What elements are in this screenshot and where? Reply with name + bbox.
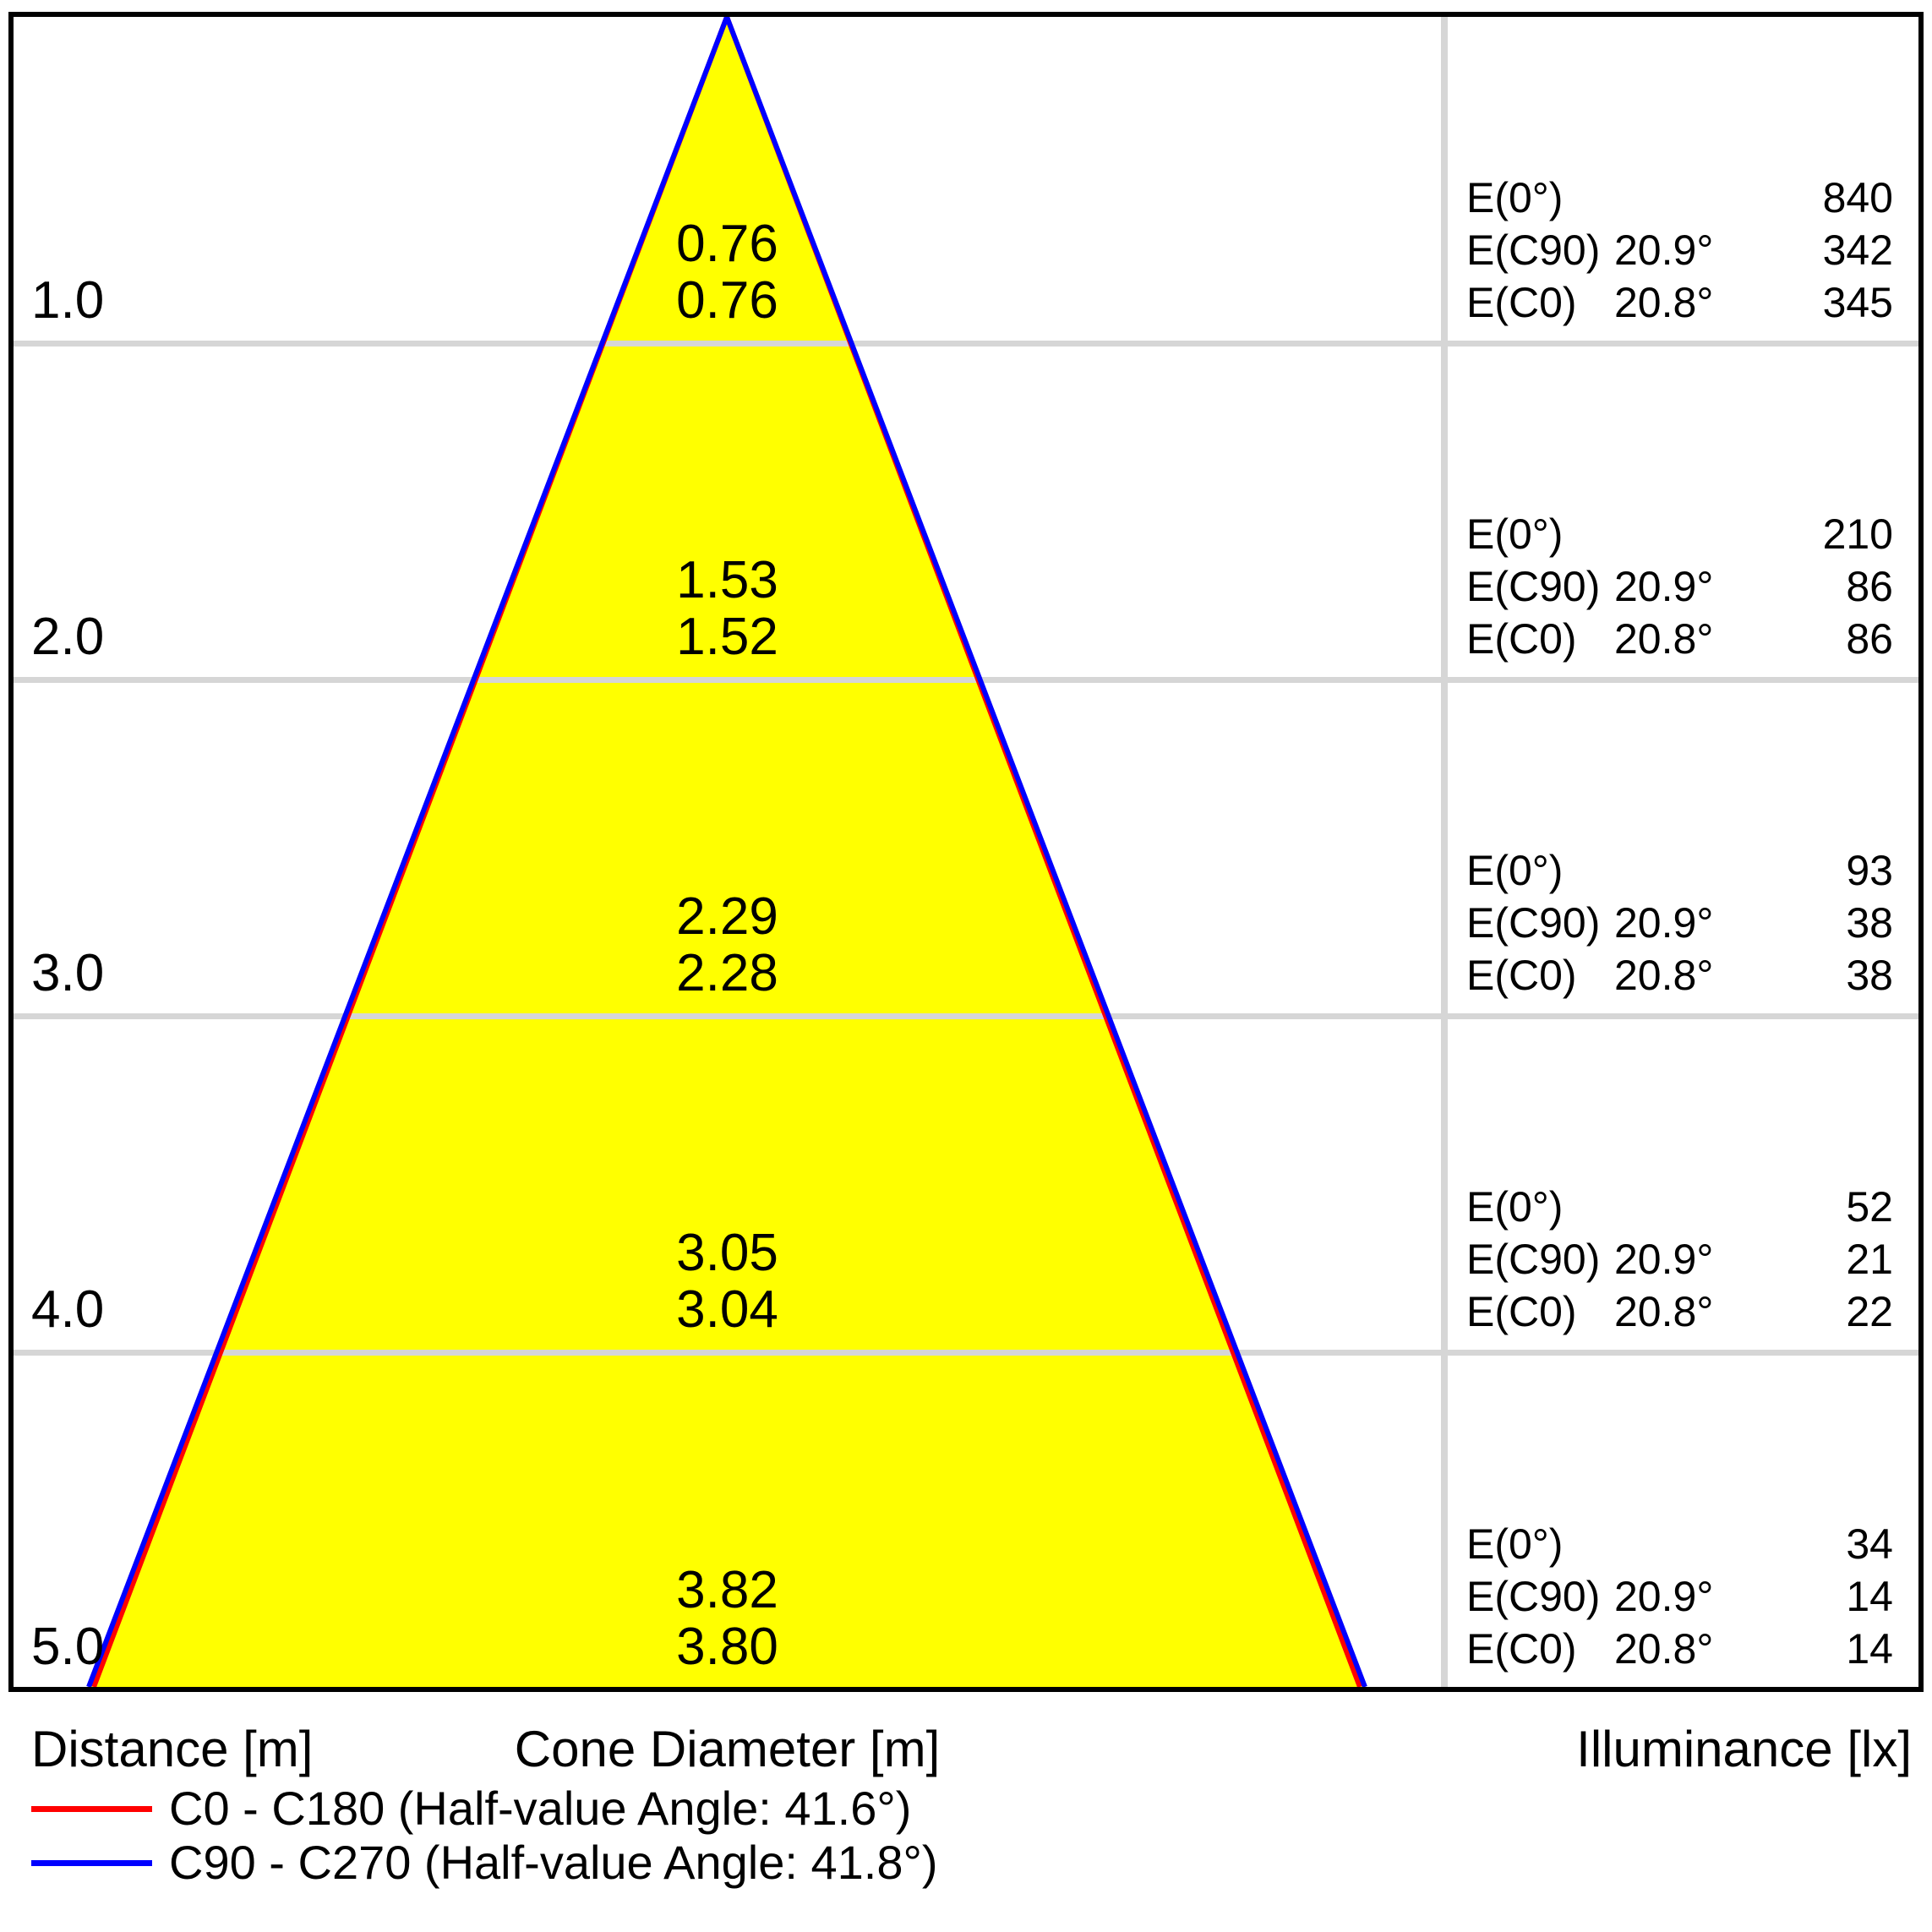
ec90-angle: 20.9° — [1614, 226, 1714, 274]
cone-diameter-c0: 1.52 — [676, 608, 778, 666]
ec90-label: E(C90) — [1466, 899, 1601, 947]
cone-edge-c0 — [91, 17, 1362, 1687]
cone-diameter-values: 2.29 2.28 — [14, 888, 1441, 1001]
e0-label: E(0°) — [1466, 510, 1564, 558]
ec90-value: 21 — [1846, 1236, 1893, 1283]
e0-angle — [1614, 844, 1749, 897]
legend-label-c90: C90 - C270 (Half-value Angle: 41.8°) — [169, 1836, 938, 1889]
e0-label: E(0°) — [1466, 1183, 1564, 1231]
illuminance-row-ec90: E(C90) 20.9° 21 — [1466, 1233, 1893, 1285]
ec90-value: 86 — [1846, 563, 1893, 610]
illuminance-row-ec0: E(C0) 20.8° 86 — [1466, 613, 1893, 665]
cone-diameter-c0: 2.28 — [676, 944, 778, 1002]
ec0-value: 14 — [1846, 1625, 1893, 1673]
ec90-label: E(C90) — [1466, 563, 1601, 610]
illuminance-block: E(0°) 34 E(C90) 20.9° 14 E(C0) 20.8° 14 — [1466, 1518, 1893, 1675]
cone-diagram-canvas — [14, 17, 1918, 1687]
ec0-label: E(C0) — [1466, 279, 1577, 326]
illuminance-row-ec90: E(C90) 20.9° 14 — [1466, 1570, 1893, 1623]
legend-line-c0-icon — [31, 1806, 152, 1812]
distance-axis-label: Distance [m] — [31, 1721, 314, 1777]
illuminance-row-ec90: E(C90) 20.9° 342 — [1466, 224, 1893, 276]
ec0-value: 22 — [1846, 1288, 1893, 1335]
ec90-value: 14 — [1846, 1573, 1893, 1620]
cone-edge-c90 — [86, 17, 1367, 1687]
cone-diameter-c90: 2.29 — [676, 887, 778, 946]
e0-value: 34 — [1846, 1520, 1893, 1568]
ec0-angle: 20.8° — [1614, 615, 1714, 663]
cone-diameter-c90: 0.76 — [676, 215, 778, 273]
ec90-value: 342 — [1822, 226, 1893, 274]
ec90-label: E(C90) — [1466, 226, 1601, 274]
ec90-value: 38 — [1846, 899, 1893, 947]
ec0-angle: 20.8° — [1614, 279, 1714, 326]
e0-angle — [1614, 172, 1749, 224]
illuminance-row-ec0: E(C0) 20.8° 38 — [1466, 949, 1893, 1001]
cone-diameter-c90: 3.82 — [676, 1561, 778, 1619]
ec0-angle: 20.8° — [1614, 1625, 1714, 1673]
illuminance-block: E(0°) 210 E(C90) 20.9° 86 E(C0) 20.8° 86 — [1466, 508, 1893, 665]
cone-diameter-c90: 3.05 — [676, 1224, 778, 1282]
e0-value: 840 — [1822, 174, 1893, 221]
ec90-label: E(C90) — [1466, 1573, 1601, 1620]
illuminance-row-ec90: E(C90) 20.9° 86 — [1466, 560, 1893, 613]
cone-diameter-values: 3.82 3.80 — [14, 1562, 1441, 1675]
illuminance-row-e0: E(0°) 52 — [1466, 1181, 1893, 1233]
ec0-label: E(C0) — [1466, 615, 1577, 663]
illuminance-block: E(0°) 52 E(C90) 20.9° 21 E(C0) 20.8° 22 — [1466, 1181, 1893, 1338]
cone-diameter-c90: 1.53 — [676, 551, 778, 609]
illuminance-row-e0: E(0°) 93 — [1466, 844, 1893, 897]
distance-label: 2.0 — [31, 608, 105, 666]
cone-diameter-c0: 3.04 — [676, 1280, 778, 1339]
e0-label: E(0°) — [1466, 174, 1564, 221]
illuminance-row-ec0: E(C0) 20.8° 14 — [1466, 1623, 1893, 1675]
e0-value: 210 — [1822, 510, 1893, 558]
ec0-value: 38 — [1846, 952, 1893, 999]
illuminance-block: E(0°) 840 E(C90) 20.9° 342 E(C0) 20.8° 3… — [1466, 172, 1893, 329]
ec90-angle: 20.9° — [1614, 1573, 1714, 1620]
distance-label: 5.0 — [31, 1618, 105, 1676]
ec0-label: E(C0) — [1466, 952, 1577, 999]
illuminance-row-e0: E(0°) 210 — [1466, 508, 1893, 560]
e0-value: 93 — [1846, 847, 1893, 894]
legend-line-c90-icon — [31, 1860, 152, 1866]
e0-value: 52 — [1846, 1183, 1893, 1231]
e0-label: E(0°) — [1466, 1520, 1564, 1568]
e0-angle — [1614, 1181, 1749, 1233]
cone-diameter-c0: 0.76 — [676, 271, 778, 330]
e0-label: E(0°) — [1466, 847, 1564, 894]
ec90-angle: 20.9° — [1614, 1236, 1714, 1283]
ec0-angle: 20.8° — [1614, 952, 1714, 999]
illuminance-row-ec0: E(C0) 20.8° 22 — [1466, 1285, 1893, 1338]
e0-angle — [1614, 508, 1749, 560]
cone-diameter-values: 0.76 0.76 — [14, 216, 1441, 329]
distance-label: 4.0 — [31, 1280, 105, 1339]
distance-label: 1.0 — [31, 271, 105, 330]
legend-label-c0: C0 - C180 (Half-value Angle: 41.6°) — [169, 1782, 912, 1835]
ec0-label: E(C0) — [1466, 1288, 1577, 1335]
illuminance-block: E(0°) 93 E(C90) 20.9° 38 E(C0) 20.8° 38 — [1466, 844, 1893, 1001]
ec0-value: 345 — [1822, 279, 1893, 326]
ec0-value: 86 — [1846, 615, 1893, 663]
cone-diameter-values: 3.05 3.04 — [14, 1225, 1441, 1338]
distance-label: 3.0 — [31, 944, 105, 1002]
ec0-angle: 20.8° — [1614, 1288, 1714, 1335]
ec90-angle: 20.9° — [1614, 563, 1714, 610]
illuminance-row-e0: E(0°) 34 — [1466, 1518, 1893, 1570]
illuminance-row-ec0: E(C0) 20.8° 345 — [1466, 276, 1893, 329]
illuminance-row-e0: E(0°) 840 — [1466, 172, 1893, 224]
cone-diameter-values: 1.53 1.52 — [14, 552, 1441, 665]
e0-angle — [1614, 1518, 1749, 1570]
cone-diameter-axis-label: Cone Diameter [m] — [514, 1721, 941, 1777]
gridlines — [14, 341, 1918, 1356]
illuminance-row-ec90: E(C90) 20.9° 38 — [1466, 897, 1893, 949]
illuminance-axis-label: Illuminance [lx] — [1576, 1721, 1912, 1777]
ec0-label: E(C0) — [1466, 1625, 1577, 1673]
cone-diameter-c0: 3.80 — [676, 1618, 778, 1676]
cone-fill — [89, 17, 1365, 1687]
ec90-label: E(C90) — [1466, 1236, 1601, 1283]
ec90-angle: 20.9° — [1614, 899, 1714, 947]
panel-divider — [1441, 17, 1448, 1687]
